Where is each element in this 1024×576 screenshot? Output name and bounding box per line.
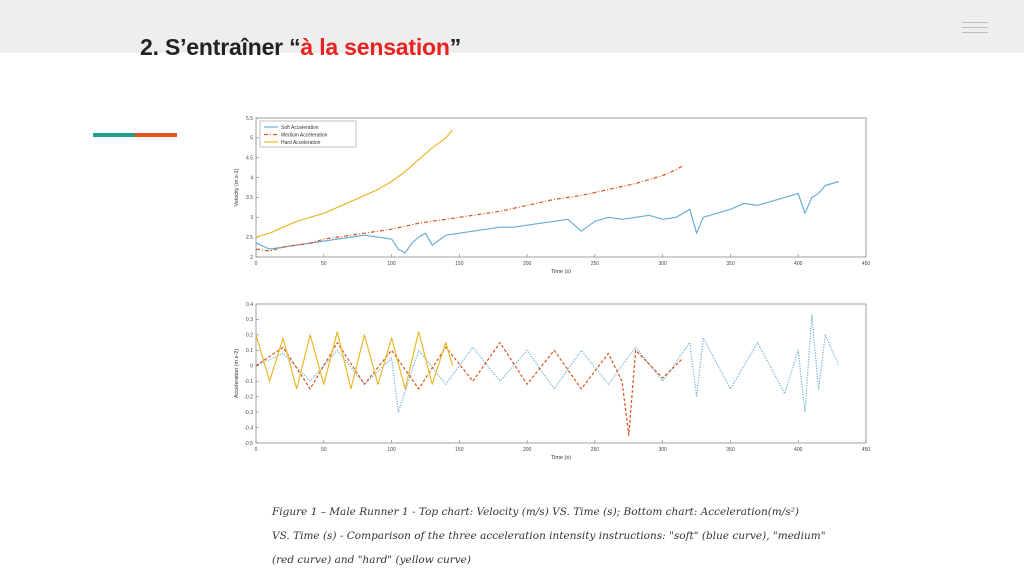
y-tick-label: -0.5 [244,441,253,447]
legend-label: Hard Acceleration [281,140,321,146]
y-tick-label: 0 [250,364,253,370]
title-suffix: ” [449,34,462,60]
y-tick-label: 2 [250,255,253,261]
y-axis-label: Acceleration (m.s-2) [234,349,240,398]
series-line-hard-acceleration [255,331,454,390]
x-tick-label: 250 [591,261,600,267]
series-line-hard-acceleration [255,129,454,238]
y-tick-label: 0.3 [246,317,253,323]
y-tick-label: 0.4 [246,302,253,308]
legend-label: Medium Acceleration [281,132,328,138]
legend-label: Soft Acceleration [281,125,319,131]
hamburger-icon[interactable] [962,22,988,34]
y-tick-label: 5 [250,136,253,142]
plot-area [255,117,867,258]
x-tick-label: 450 [862,447,871,453]
y-tick-label: -0.4 [244,425,253,431]
y-tick-label: 0.2 [246,333,253,339]
acceleration-chart: 0 50 100 150 200 250 300 350 400 450 -0.5 -0.4 -0.3 -… [234,302,871,461]
x-tick-label: 150 [455,261,464,267]
x-tick-label: 400 [794,261,803,267]
y-axis-label: Velocity (m.s-1) [234,168,240,206]
x-tick-label: 50 [321,261,327,267]
series-line-medium-acceleration [255,341,684,436]
title-prefix: 2. S’entraîner “ [140,34,301,60]
velocity-chart: 0 50 100 150 200 250 300 350 400 450 2 2.5 3 3.5 4 4.5 5… [234,116,871,275]
plot-area [255,303,867,444]
y-tick-label: 3 [250,215,253,221]
series-line-soft-acceleration [255,180,840,254]
x-tick-label: 200 [523,447,532,453]
y-tick-label: -0.3 [244,410,253,416]
x-tick-label: 50 [321,447,327,453]
y-tick-label: 4 [250,175,253,181]
y-tick-label: 4.5 [246,156,253,162]
accent-bar [93,133,177,137]
x-axis-label: Time (s) [551,269,571,275]
series-line-soft-acceleration [255,314,840,413]
x-tick-label: 450 [862,261,871,267]
series-line-medium-acceleration [255,165,684,252]
title-highlight: à la sensation [300,34,450,60]
x-tick-label: 100 [387,261,396,267]
accent-bar-teal [93,133,135,137]
page-title: 2. S’entraîner “à la sensation” [140,34,461,61]
x-axis-label: Time (s) [551,455,571,461]
y-tick-label: -0.2 [244,394,253,400]
caption-line-2: VS. Time (s) - Comparison of the three a… [272,530,826,542]
caption-line-1: Figure 1 – Male Runner 1 - Top chart: Ve… [272,506,799,518]
x-tick-label: 300 [658,261,667,267]
header-band [0,0,1024,53]
y-tick-label: 3.5 [246,195,253,201]
x-tick-label: 200 [523,261,532,267]
y-tick-label: 0.1 [246,348,253,354]
x-tick-label: 0 [255,261,258,267]
figure-caption: Figure 1 – Male Runner 1 - Top chart: Ve… [272,500,872,572]
x-tick-label: 0 [255,447,258,453]
y-tick-label: 2.5 [246,235,253,241]
accent-bar-orange [135,133,177,137]
y-tick-label: -0.1 [244,379,253,385]
x-tick-label: 350 [726,447,735,453]
x-tick-label: 300 [658,447,667,453]
caption-line-3: (red curve) and "hard" (yellow curve) [272,554,471,566]
y-tick-label: 5.5 [246,116,253,122]
x-tick-label: 150 [455,447,464,453]
x-tick-label: 400 [794,447,803,453]
x-tick-label: 100 [387,447,396,453]
x-tick-label: 350 [726,261,735,267]
x-tick-label: 250 [591,447,600,453]
